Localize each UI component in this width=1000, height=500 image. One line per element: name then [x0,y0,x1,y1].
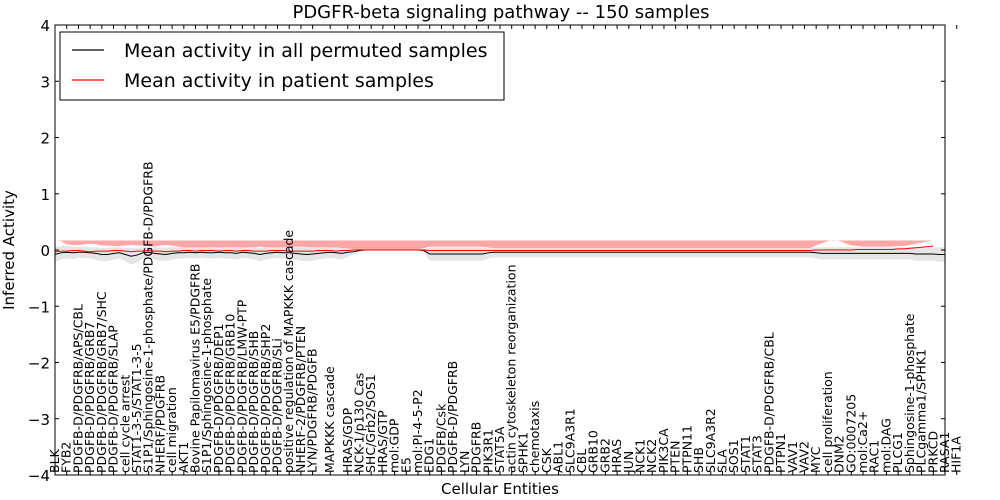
x-tick-label: BLK [47,448,62,473]
x-tick-label: VAV1 [785,441,800,473]
x-tick-label: positive regulation of MAPKKK cascade [281,230,296,473]
y-tick-label: −3 [28,411,50,429]
y-tick-label: 2 [40,130,50,148]
x-tick-label: PRKCD [925,431,940,473]
x-tick-label: NHERF-2/PDGFRB/PTEN [293,326,308,473]
x-tick-label: SLC9A3R1 [562,408,577,473]
x-tick-label: PDGFB-D/PDGFRB [445,361,460,473]
x-tick-label: mol:Ca2+ [855,411,870,473]
x-tick-label: PDGFRB [469,422,484,473]
x-tick-label: PTEN [668,441,683,473]
x-tick-label: mol:DAG [878,418,893,473]
x-tick-label: NCK2 [644,439,659,473]
y-tick-label: 1 [40,186,50,204]
x-tick-label: PDGFB-D/PDGFRB/GRB7/SHC [94,291,109,473]
x-tick-label: PDGFB-D/PDGFRB/SHP2 [258,324,273,473]
series-line-permuted [54,249,945,257]
x-tick-label: NCK1 [633,439,648,473]
x-tick-label: NHERF/PDGFRB [152,375,167,473]
x-tick-label: GRB10 [586,430,601,473]
x-tick-label: SPHK1 [515,432,530,473]
x-tick-label: PDGFB-D/PDGFRB/SLi [270,338,285,473]
y-tick-label: −1 [28,298,50,316]
x-tick-label: mol:PI-4-5-P2 [410,389,425,473]
x-tick-label: JUN [621,451,636,474]
x-tick-label: cell proliferation [820,371,835,473]
x-tick-label: VAV2 [796,441,811,473]
x-tick-label: FYB2 [59,442,74,473]
x-tick-label: PDGFB-D/PDGFRB/SLAP [106,325,121,473]
x-tick-label: NCK-1/p130 Cas [351,373,366,473]
x-tick-label: PIK3R1 [480,429,495,473]
x-tick-label: STAT5A [492,426,507,473]
x-tick-label: cell cycle arrest [117,375,132,473]
x-tick-label: Sphingosine-1-phosphate [902,313,917,473]
x-tick-label: PLCgamma1/SPHK1 [914,349,929,473]
y-tick-label: 3 [40,73,50,91]
x-tick-label: PDGFB-D/PDGFRB/APS/CBL [70,304,85,473]
x-tick-label: SHC/Grb2/SOS1 [363,374,378,473]
x-tick-label: EDG1 [422,438,437,473]
x-tick-label: S1P1/Sphingosine-1-phosphate [199,278,214,473]
y-tick-label: −4 [28,467,50,485]
x-tick-label: cell migration [164,387,179,473]
series-band-patient [55,239,934,250]
x-tick-label: STAT1-3-5/STAT1-3-5 [129,343,144,473]
legend-box [59,31,505,101]
x-tick-label: PDGFB-D/PDGFRB/LMW-PTP [234,299,249,473]
x-tick-label: PTPN1 [773,433,788,473]
x-tick-label: PLCG1 [890,432,905,473]
x-tick-label: MAPKKK cascade [322,366,337,473]
legend-label-patient: Mean activity in patient samples [124,70,434,92]
x-tick-label: PDGFB-D/PDGFRB/SHB [246,331,261,473]
x-tick-label: PDGFB-D/PDGFRB/CBL [761,332,776,473]
x-tick-label: ABL1 [551,441,566,473]
legend-label-permuted: Mean activity in all permuted samples [124,40,487,62]
x-tick-label: LYN/PDGFRB/PDGFB [305,348,320,473]
x-tick-label: E5 [398,457,413,473]
x-tick-label: PDGFB/Csk [433,403,448,473]
x-tick-label: RASA1 [937,432,952,473]
x-tick-label: HRAS/GTP [375,410,390,473]
x-tick-label: HRAS/GDP [340,407,355,473]
x-tick-label: HRAS [609,439,624,473]
x-tick-label: PTPN11 [679,425,694,473]
x-tick-label: AKT1 [176,442,191,473]
x-tick-label: PDGFB-D/PDGFRB/GRB7 [82,322,97,473]
legend: Mean activity in all permuted samples Me… [59,31,505,101]
x-tick-label: SLC9A3R2 [703,408,718,473]
x-tick-label: Bovine Papilomavirus E5/PDGFRB [188,264,203,473]
y-tick-label: 4 [40,17,50,35]
x-axis-label: Cellular Entities [441,480,559,498]
x-tick-label: PDGFB-D/PDGFRB/GRB10 [223,314,238,473]
x-tick-label: chemotaxis [527,401,542,473]
x-tick-label: PDGFB-D/PDGFRB/DEP1 [211,324,226,474]
x-tick-label: CBL [574,449,589,473]
x-tick-label: DNM2 [832,435,847,473]
x-tick-label: SLA [715,449,730,473]
x-tick-label: SOS1 [726,439,741,473]
x-tick-label: S1P1/Sphingosine-1-phosphate/PDGFB-D/PDG… [141,161,156,473]
x-tick-label: PIK3CA [656,428,671,473]
x-tick-label: SHB [691,447,706,473]
x-tick-label: MYC [808,446,823,473]
x-tick-label: HIF1A [949,436,964,473]
x-tick-label: GRB2 [597,438,612,473]
x-tick-label: actin cytoskeleton reorganization [504,264,519,473]
x-tick-label: LYN [457,451,472,473]
chart-title: PDGFR-beta signaling pathway -- 150 samp… [292,2,709,23]
x-tick-label: mol:GDP [387,418,402,473]
series-line-patient [54,245,934,253]
x-tick-label: GO:0007205 [843,394,858,473]
series-band-permuted [55,246,945,265]
x-tick-label: STAT1 [738,435,753,473]
x-tick-label: CSK [539,447,554,473]
x-tick-label: STAT3 [750,435,765,473]
y-tick-label: 0 [40,242,50,260]
y-tick-label: −2 [28,355,50,373]
y-axis-label: Inferred Activity [0,190,18,310]
x-tick-label: RAC1 [867,440,882,473]
